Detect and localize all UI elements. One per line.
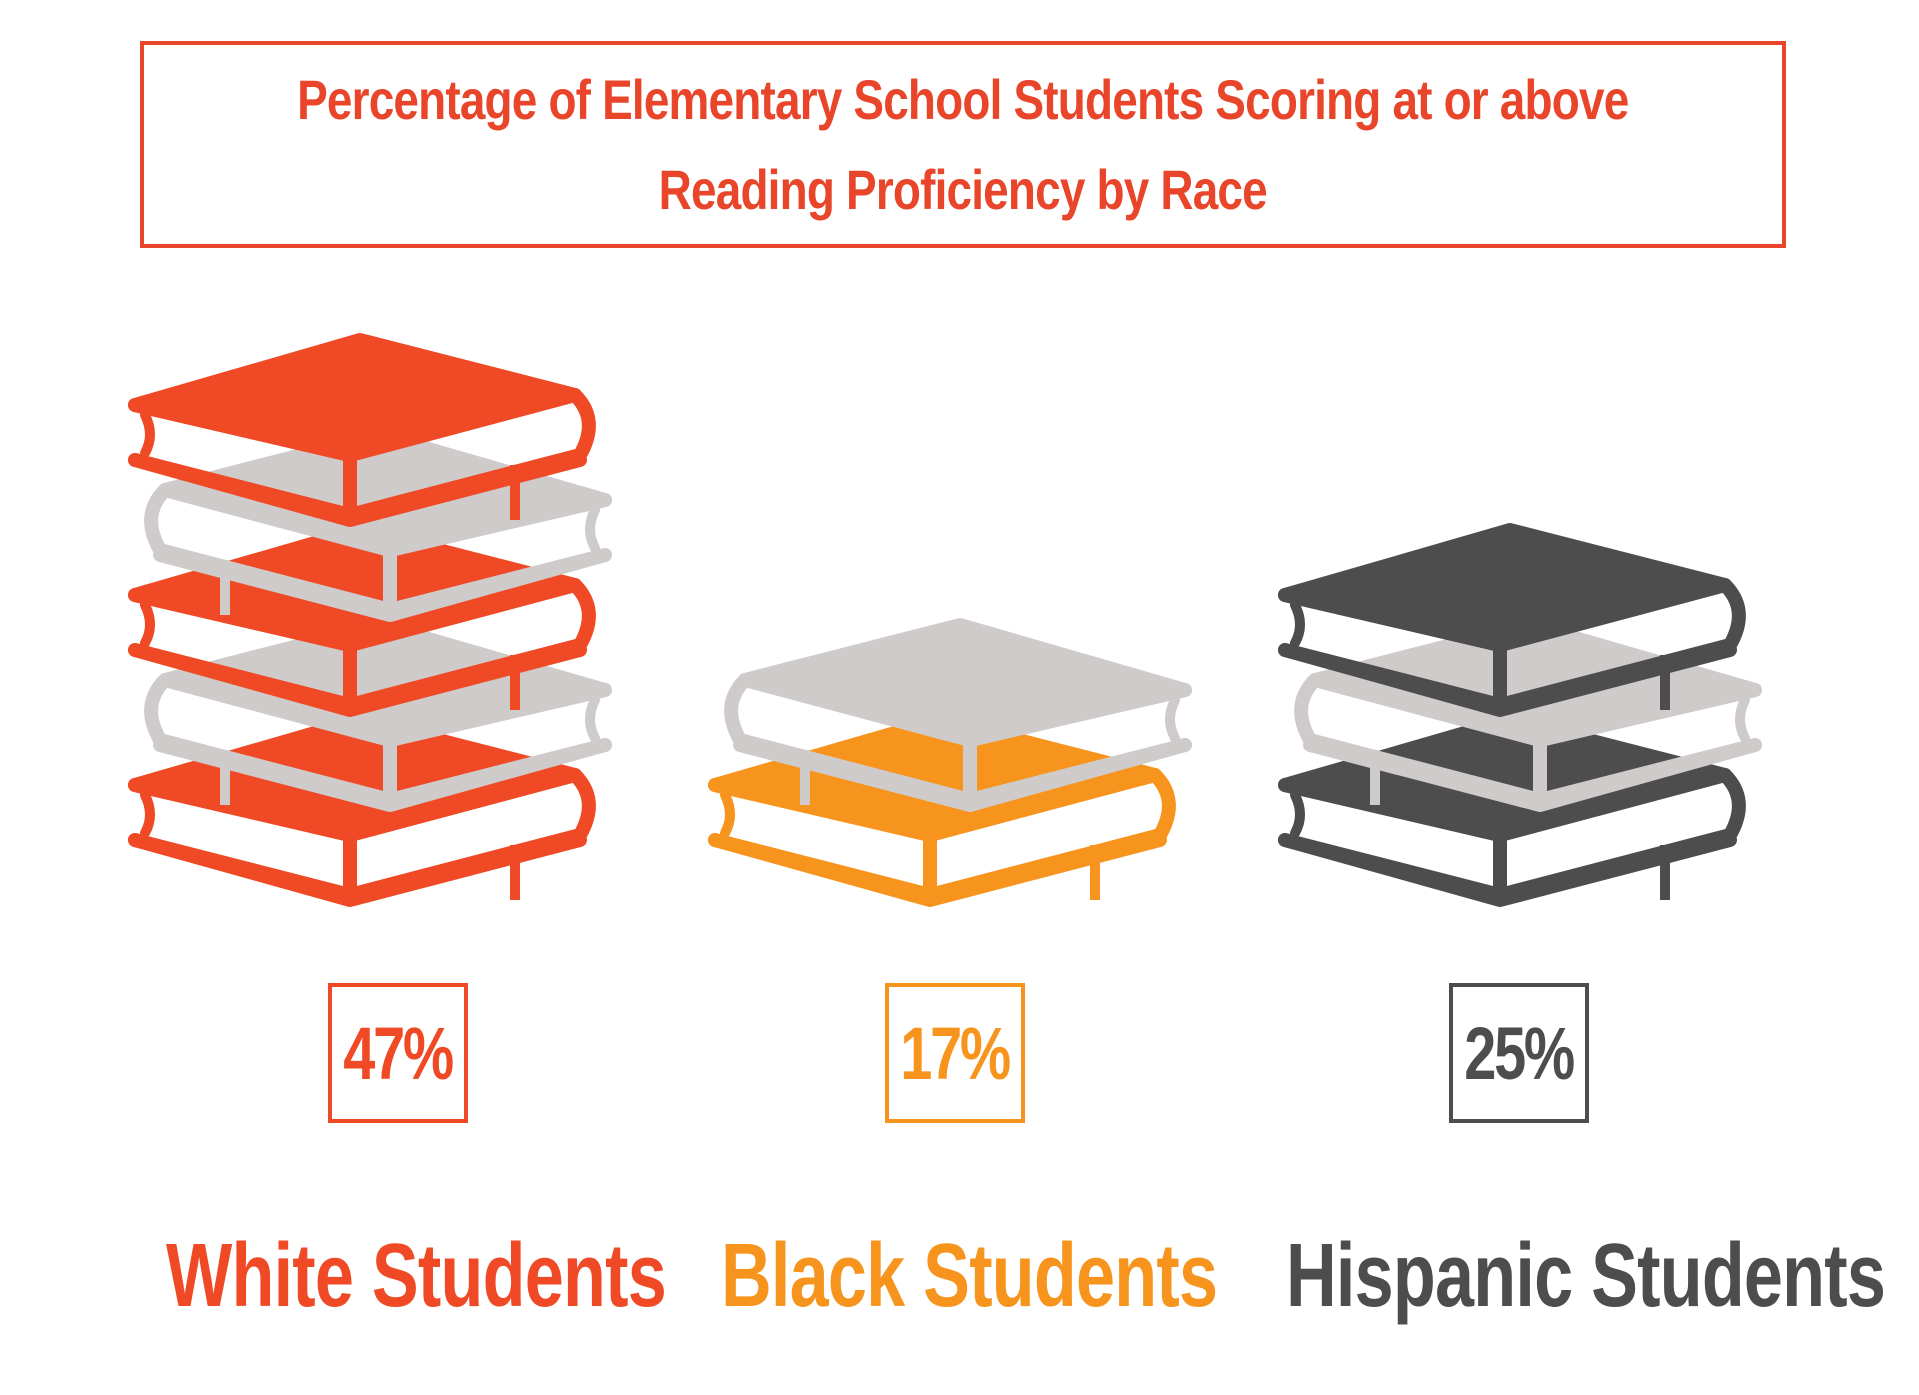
book-white-2 xyxy=(144,618,612,812)
book-black-1 xyxy=(708,713,1176,907)
book-stack-white xyxy=(128,333,612,907)
book-white-5 xyxy=(128,333,596,527)
book-hispanic-1 xyxy=(1278,713,1746,907)
value-label-white: 47% xyxy=(343,1011,455,1095)
book-hispanic-2 xyxy=(1294,618,1762,812)
book-white-1 xyxy=(128,713,596,907)
book-white-4 xyxy=(144,428,612,622)
book-hispanic-3 xyxy=(1278,523,1746,717)
category-label-black: Black Students xyxy=(721,1226,1218,1326)
book-black-2 xyxy=(724,618,1192,812)
value-label-hispanic: 25% xyxy=(1464,1011,1576,1095)
book-stack-black xyxy=(708,618,1192,907)
value-box-hispanic: 25% xyxy=(1449,983,1589,1123)
category-label-white: White Students xyxy=(166,1226,667,1326)
value-box-white: 47% xyxy=(328,983,468,1123)
category-label-hispanic: Hispanic Students xyxy=(1286,1226,1886,1326)
chart-title: Percentage of Elementary School Students… xyxy=(297,67,1629,221)
book-stack-hispanic xyxy=(1278,523,1762,907)
chart-title-box: Percentage of Elementary School Students… xyxy=(140,41,1786,248)
value-box-black: 17% xyxy=(885,983,1025,1123)
book-white-3 xyxy=(128,523,596,717)
value-label-black: 17% xyxy=(900,1011,1012,1095)
